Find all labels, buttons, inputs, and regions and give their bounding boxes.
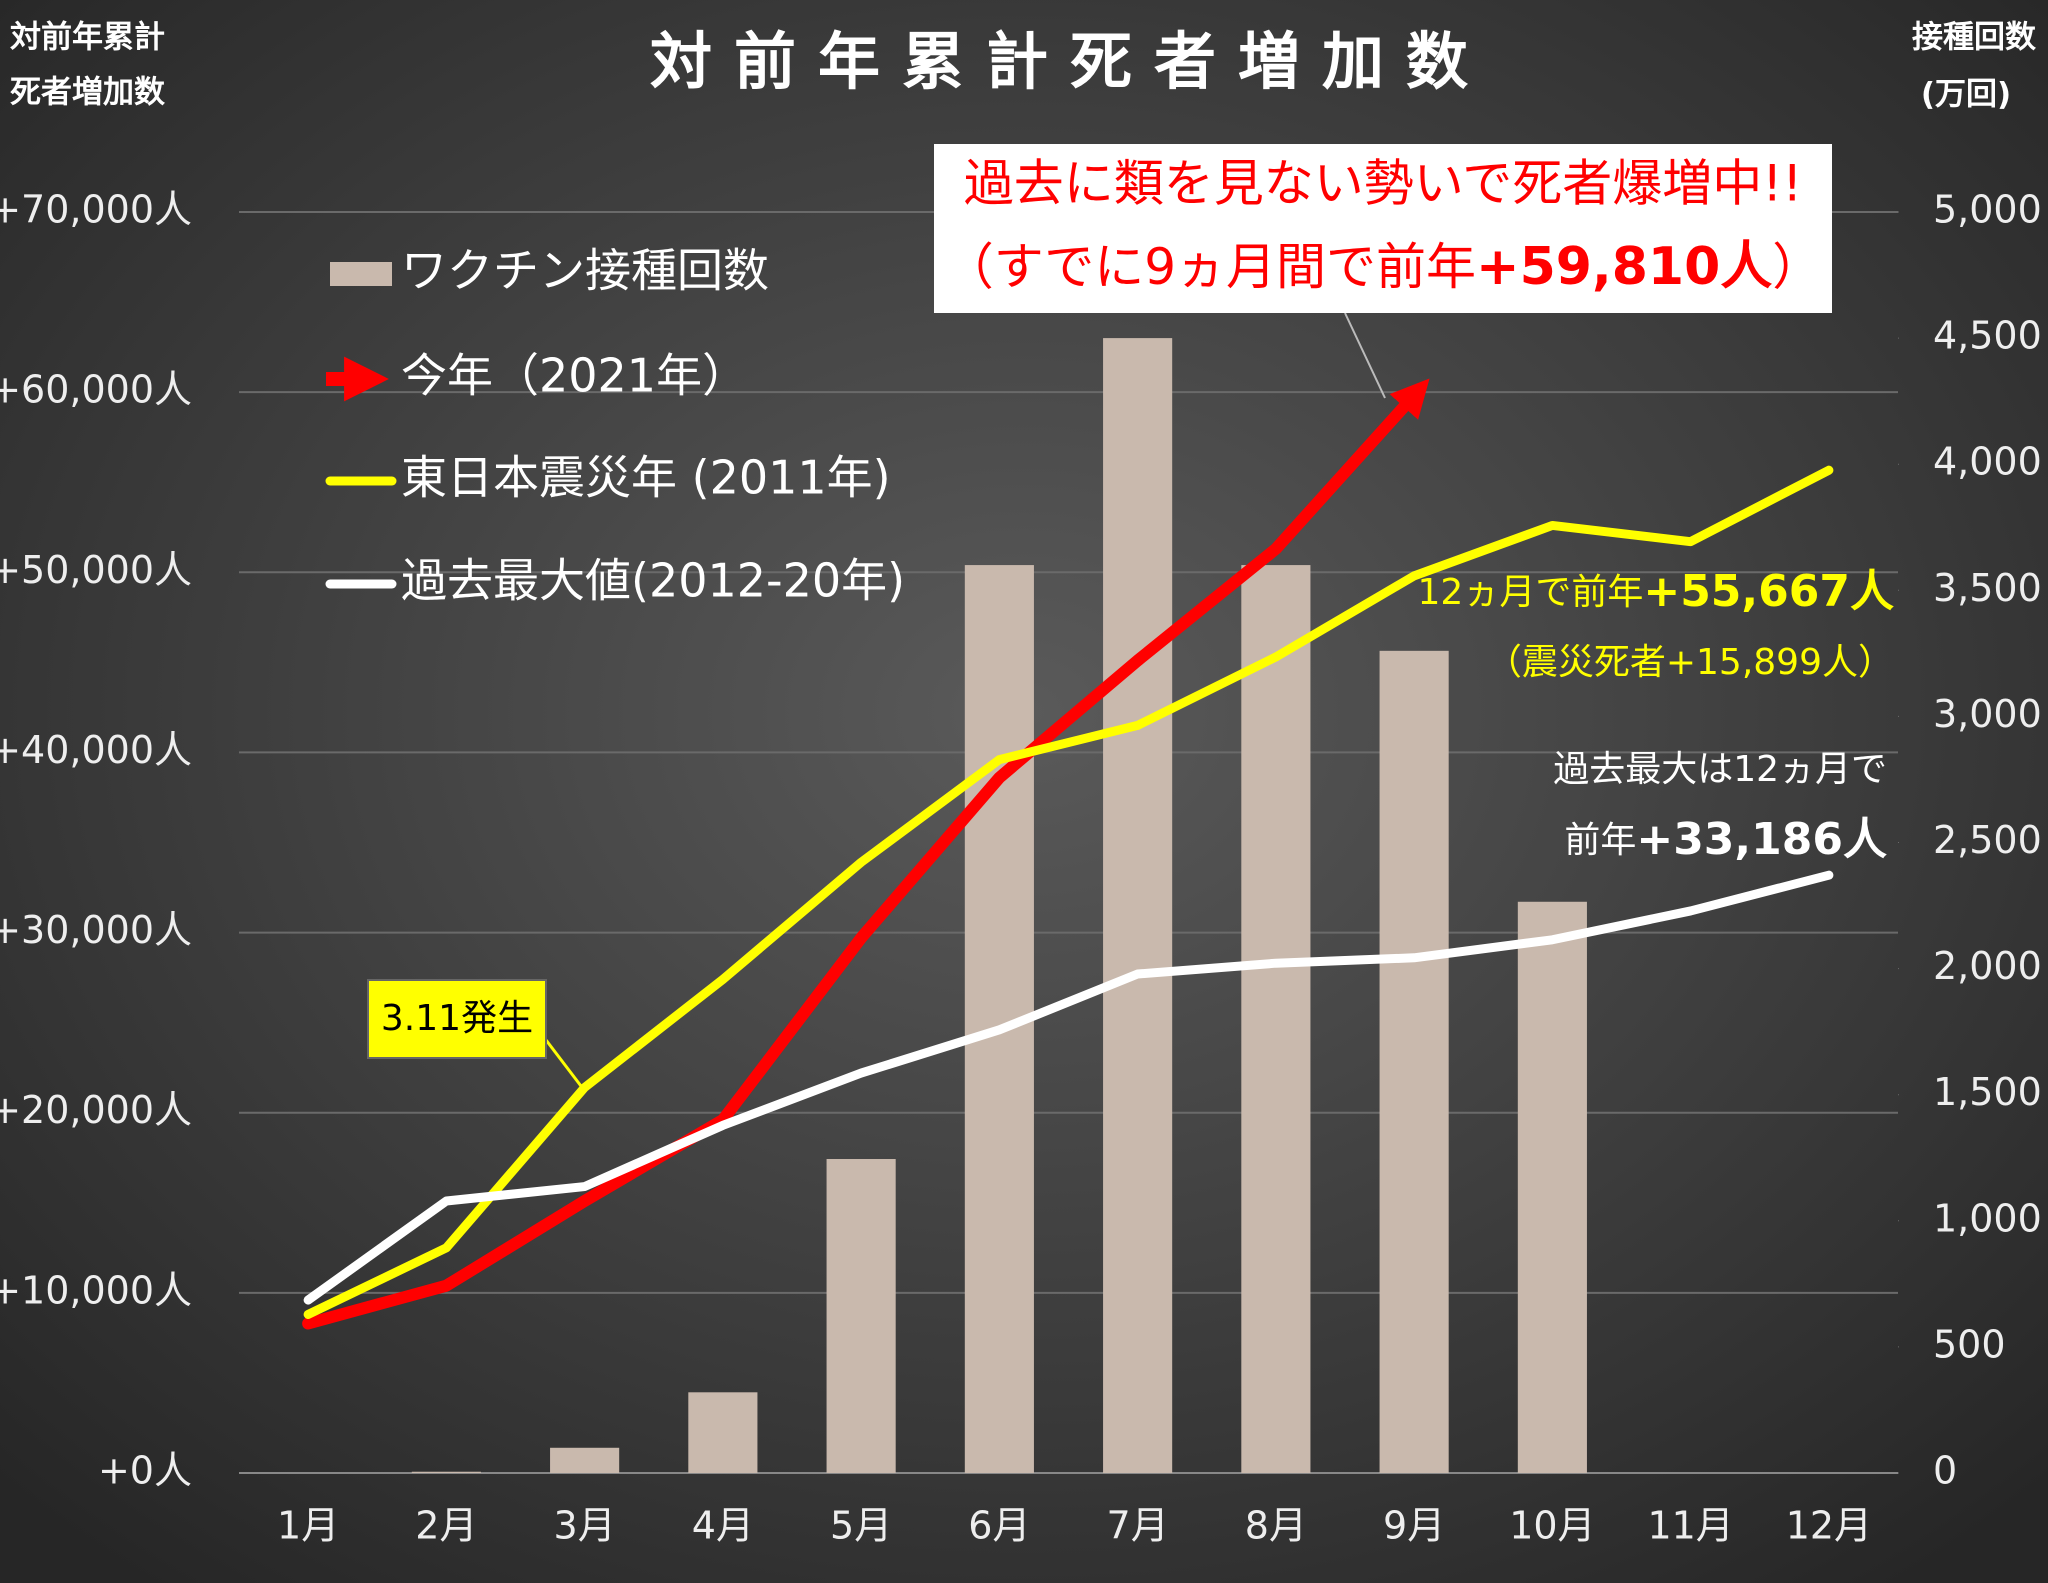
- y-tick-label: +60,000人: [0, 368, 192, 412]
- annotation: 過去最大は12ヵ月で: [1553, 749, 1887, 790]
- marks: [302, 338, 1834, 1474]
- y2-axis-title: 接種回数: [1912, 20, 2036, 56]
- grid: +0人 +10,000人 +20,000人 +30,000人 +40,000人 +50,0…: [0, 188, 2042, 1548]
- x-tick-label: 3月: [554, 1504, 616, 1548]
- leader-line: [544, 1039, 586, 1091]
- x-tick-label: 2月: [415, 1504, 477, 1548]
- legend-label: 東日本震災年 (2011年): [401, 451, 891, 505]
- annotation-value: +55,667人: [1643, 566, 1894, 617]
- chart-title: 対前年累計死者増加数: [650, 25, 1490, 98]
- y-tick-label: +50,000人: [0, 548, 192, 592]
- y2-tick-label: 0: [1933, 1449, 1957, 1493]
- legend-label: 過去最大値(2012-20年): [401, 554, 905, 608]
- y2-tick-label: 2,000: [1933, 944, 2042, 988]
- y-tick-label: +40,000人: [0, 728, 192, 772]
- bar: [550, 1447, 620, 1473]
- bar: [1517, 901, 1587, 1473]
- x-tick-label: 12月: [1786, 1504, 1872, 1548]
- annotation: 前年: [1564, 820, 1636, 861]
- legend-label: 今年（2021年）: [401, 349, 748, 403]
- callout-value: +59,810人: [1476, 237, 1772, 297]
- bar: [826, 1159, 896, 1473]
- y2-tick-label: 3,000: [1933, 692, 2042, 736]
- annotation: 前年+33,186人: [1564, 814, 1887, 865]
- x-tick-label: 11月: [1647, 1504, 1733, 1548]
- y-tick-label: +20,000人: [0, 1088, 192, 1132]
- y-tick-label: +30,000人: [0, 908, 192, 952]
- callout-text: ）: [1772, 238, 1822, 296]
- bar: [1103, 338, 1173, 1474]
- x-tick-label: 1月: [277, 1504, 339, 1548]
- bar: [1379, 650, 1449, 1473]
- y2-tick-label: 1,500: [1933, 1070, 2042, 1114]
- legend-label: ワクチン接種回数: [401, 244, 769, 298]
- y2-tick-label: 4,000: [1933, 440, 2042, 484]
- y2-tick-label: 2,500: [1933, 818, 2042, 862]
- x-tick-label: 9月: [1383, 1504, 1445, 1548]
- annotation: 12ヵ月で前年: [1418, 572, 1644, 613]
- callout-text: （すでに9ヵ月間で前年+59,810人）: [944, 237, 1823, 297]
- y2-tick-label: 5,000: [1933, 188, 2042, 232]
- line: [302, 378, 1430, 1330]
- y2-tick-label: 500: [1933, 1322, 2006, 1366]
- y2-tick-label: 1,000: [1933, 1196, 2042, 1240]
- y-tick-label: +70,000人: [0, 188, 192, 232]
- x-tick-label: 7月: [1107, 1504, 1169, 1548]
- callout-text: 過去に類を見ない勢いで死者爆増中!!: [964, 155, 1803, 213]
- y-tick-label: +10,000人: [0, 1268, 192, 1312]
- x-tick-label: 8月: [1245, 1504, 1307, 1548]
- annotation-value: +33,186人: [1636, 814, 1887, 865]
- x-tick-label: 6月: [968, 1504, 1030, 1548]
- y2-tick-label: 4,500: [1933, 314, 2042, 358]
- y-tick-label: +0人: [98, 1449, 192, 1493]
- legend-swatch: [330, 262, 392, 286]
- bar: [688, 1392, 758, 1473]
- y-axis-title: 死者増加数: [10, 75, 165, 111]
- line: [303, 870, 1834, 1305]
- bar: [411, 1471, 481, 1473]
- y2-axis-title: (万回): [1921, 77, 2011, 113]
- callout-box: [934, 144, 1832, 313]
- callout-text: （すでに9ヵ月間で前年: [944, 238, 1476, 296]
- annotation: 12ヵ月で前年+55,667人: [1418, 566, 1894, 617]
- bar: [1241, 565, 1311, 1473]
- x-tick-label: 10月: [1509, 1504, 1595, 1548]
- leader-line: [1344, 312, 1386, 399]
- x-tick-label: 4月: [692, 1504, 754, 1548]
- annotation: 3.11発生: [381, 998, 533, 1039]
- y-axis-title: 対前年累計: [10, 20, 165, 56]
- x-tick-label: 5月: [830, 1504, 892, 1548]
- line: [303, 465, 1834, 1319]
- y2-tick-label: 3,500: [1933, 566, 2042, 610]
- annotation: （震災死者+15,899人）: [1486, 642, 1894, 683]
- annotation-box: [367, 979, 547, 1059]
